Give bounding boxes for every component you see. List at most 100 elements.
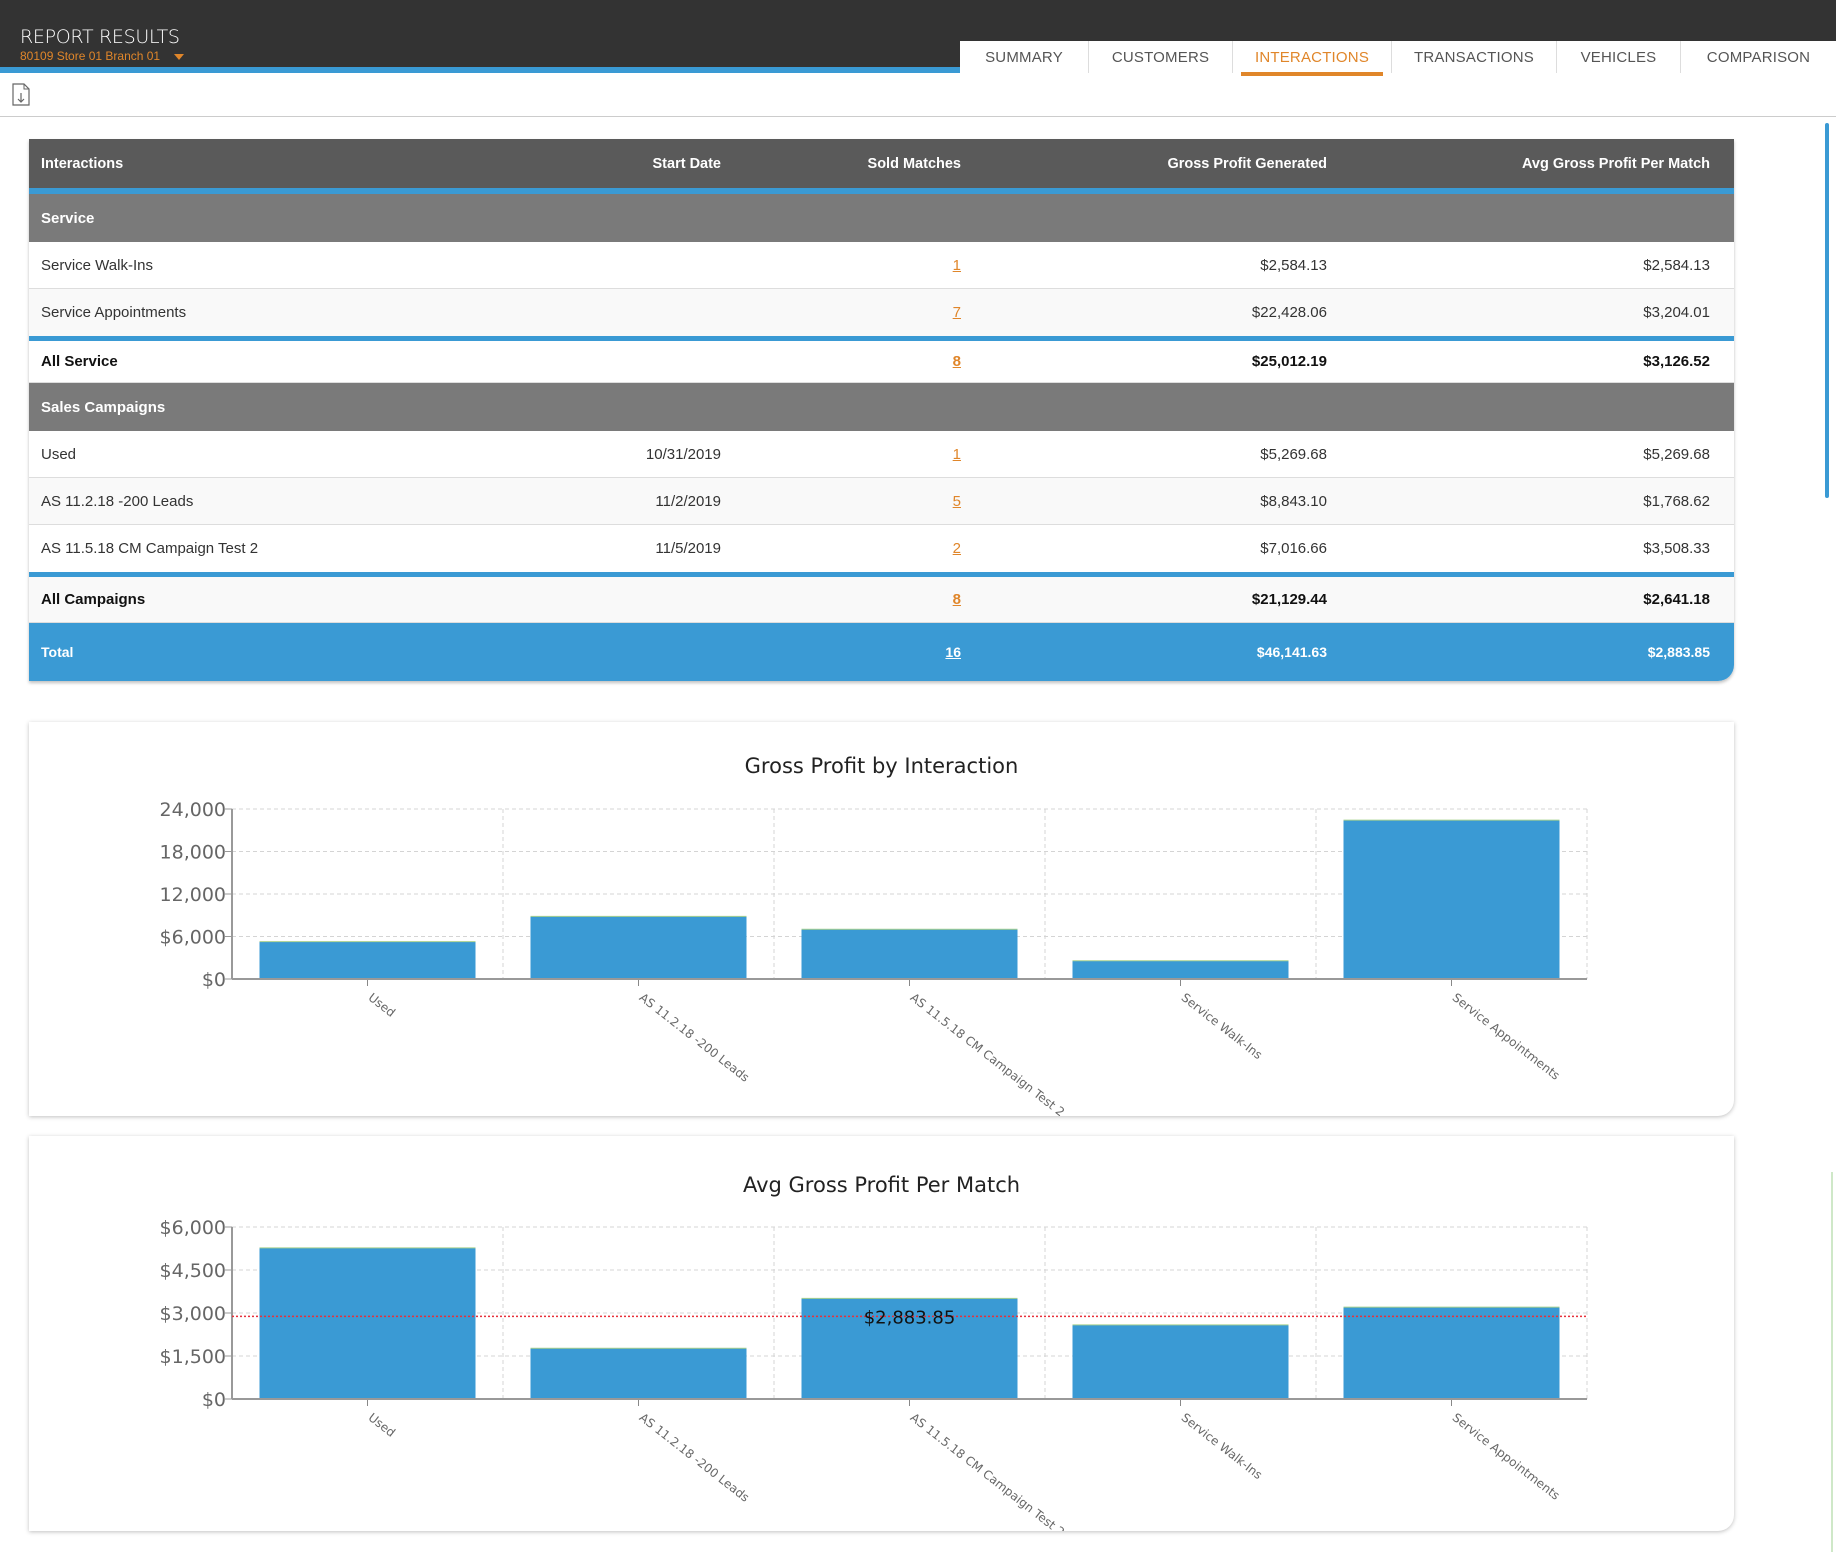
scrollbar[interactable] [1825, 123, 1829, 498]
avg-gross-profit-chart: $0 $1,500 $3,000 $4,500 $6,000 Used AS 11.2.18… [160, 1217, 1588, 1531]
subtotal-avg: $2,641.18 [1643, 591, 1710, 608]
x-tick-label: Service Appointments [1450, 990, 1563, 1082]
bar [1343, 1307, 1560, 1399]
row-avg: $5,269.68 [1643, 445, 1710, 463]
header-accent-bar [0, 67, 960, 73]
y-tick-label: $6,000 [160, 1217, 226, 1239]
x-tick-label: Service Walk-Ins [1179, 990, 1265, 1062]
subtotal-name: All Service [41, 353, 118, 370]
col-interactions[interactable]: Interactions [41, 155, 124, 172]
bar [259, 1247, 476, 1399]
sold-matches-link[interactable]: 5 [952, 492, 961, 510]
x-tick-label: Used [366, 1410, 398, 1440]
col-avg-gross-profit[interactable]: Avg Gross Profit Per Match [1521, 155, 1710, 172]
toolbar [0, 73, 1836, 117]
bar [801, 929, 1018, 979]
row-gross: $5,269.68 [1260, 445, 1327, 463]
store-label: 80109 Store 01 Branch 01 [20, 49, 161, 63]
bar [1343, 820, 1560, 979]
y-tick-label: $0 [202, 969, 226, 991]
row-name: Service Appointments [41, 304, 187, 321]
avg-gross-profit-chart-card: Avg Gross Profit Per Match $0 $1,500 $3,00… [29, 1136, 1734, 1531]
sold-matches-link[interactable]: 8 [952, 353, 961, 370]
group-name: Sales Campaigns [41, 398, 166, 416]
average-line-label: $2,883.85 [864, 1307, 956, 1328]
subtotal-row: All Campaigns 8 $21,129.44 $2,641.18 [29, 572, 1734, 623]
col-gross-profit[interactable]: Gross Profit Generated [1167, 155, 1327, 172]
row-name: Service Walk-Ins [41, 256, 153, 274]
app-header: REPORT RESULTS 80109 Store 01 Branch 01 [0, 0, 1836, 73]
x-tick-label: AS 11.2.18 -200 Leads [637, 1410, 752, 1504]
subtotal-gross: $21,129.44 [1251, 591, 1327, 608]
tab-interactions[interactable]: INTERACTIONS [1233, 41, 1392, 76]
group-header: Service [29, 194, 1734, 242]
table-row: Service Walk-Ins 1 $2,584.13 $2,584.13 [29, 242, 1734, 289]
y-tick-label: $6,000 [160, 927, 226, 949]
row-date: 11/2/2019 [655, 492, 721, 510]
tab-vehicles[interactable]: VEHICLES [1557, 41, 1681, 73]
store-selector[interactable]: 80109 Store 01 Branch 01 [20, 49, 185, 63]
chart-title: Gross Profit by Interaction [744, 754, 1019, 778]
y-tick-label: $1,500 [160, 1346, 226, 1368]
total-name: Total [41, 644, 74, 660]
group-header: Sales Campaigns [29, 383, 1734, 431]
total-gross: $46,141.63 [1256, 644, 1327, 660]
sold-matches-link[interactable]: 1 [952, 445, 961, 463]
row-avg: $3,204.01 [1643, 304, 1710, 321]
y-tick-label: $4,500 [160, 1260, 226, 1282]
bar [530, 1348, 747, 1399]
sold-matches-link[interactable]: 8 [952, 591, 961, 608]
subtotal-gross: $25,012.19 [1251, 353, 1327, 370]
total-sold-link[interactable]: 16 [945, 644, 961, 660]
row-gross: $7,016.66 [1260, 540, 1327, 557]
scroll-indicator [1831, 1172, 1833, 1552]
bar [1072, 960, 1289, 979]
sold-matches-link[interactable]: 7 [952, 304, 961, 321]
x-tick-label: AS 11.5.18 CM Campaign Test 2 [908, 990, 1068, 1116]
bar [530, 916, 747, 979]
total-avg: $2,883.85 [1647, 644, 1710, 660]
row-date: 11/5/2019 [655, 540, 721, 557]
tab-summary[interactable]: SUMMARY [960, 41, 1089, 73]
sold-matches-link[interactable]: 1 [952, 256, 961, 274]
file-download-icon[interactable] [12, 83, 30, 106]
row-date: 10/31/2019 [645, 445, 721, 463]
gross-profit-chart: $0 $6,000 12,000 18,000 24,000 Used AS 11.2.18… [160, 799, 1588, 1116]
row-gross: $22,428.06 [1251, 304, 1327, 321]
subtotal-name: All Campaigns [41, 591, 146, 608]
chart-title: Avg Gross Profit Per Match [742, 1173, 1021, 1197]
row-name: Used [41, 445, 77, 463]
x-tick-label: Used [366, 990, 398, 1020]
page-title: REPORT RESULTS [20, 26, 180, 48]
row-avg: $2,584.13 [1643, 256, 1710, 274]
tab-transactions[interactable]: TRANSACTIONS [1392, 41, 1557, 73]
subtotal-row: All Service 8 $25,012.19 $3,126.52 [29, 336, 1734, 383]
y-tick-label: 18,000 [160, 842, 226, 864]
table-row: AS 11.2.18 -200 Leads 11/2/2019 5 $8,843… [29, 478, 1734, 525]
bar [801, 1298, 1018, 1399]
x-tick-label: AS 11.5.18 CM Campaign Test 2 [908, 1410, 1068, 1531]
table-row: Used 10/31/2019 1 $5,269.68 $5,269.68 [29, 431, 1734, 478]
subtotal-avg: $3,126.52 [1643, 353, 1710, 370]
table-row: Service Appointments 7 $22,428.06 $3,204… [29, 289, 1734, 336]
row-name: AS 11.2.18 -200 Leads [41, 492, 194, 510]
row-gross: $2,584.13 [1260, 256, 1327, 274]
y-tick-label: 24,000 [160, 799, 226, 821]
bar [259, 941, 476, 979]
table-header: Interactions Start Date Sold Matches Gro… [29, 139, 1734, 194]
table-row: AS 11.5.18 CM Campaign Test 2 11/5/2019 … [29, 525, 1734, 572]
row-name: AS 11.5.18 CM Campaign Test 2 [41, 540, 259, 557]
sold-matches-link[interactable]: 2 [952, 540, 961, 557]
chevron-down-icon[interactable] [174, 53, 185, 60]
tab-comparison[interactable]: COMPARISON [1706, 48, 1811, 66]
col-sold-matches[interactable]: Sold Matches [867, 155, 961, 172]
group-name: Service [41, 209, 95, 227]
y-tick-label: $0 [202, 1389, 226, 1411]
tab-customers[interactable]: CUSTOMERS [1089, 41, 1233, 73]
gross-profit-chart-card: Gross Profit by Interaction $0 $6,000 12,0… [29, 722, 1734, 1116]
total-row: Total 16 $46,141.63 $2,883.85 [29, 623, 1734, 681]
row-avg: $3,508.33 [1643, 540, 1710, 557]
report-tabs: SUMMARY CUSTOMERS INTERACTIONS TRANSACTI… [960, 41, 1836, 76]
x-tick-label: Service Appointments [1450, 1410, 1563, 1502]
col-start-date[interactable]: Start Date [652, 155, 722, 172]
